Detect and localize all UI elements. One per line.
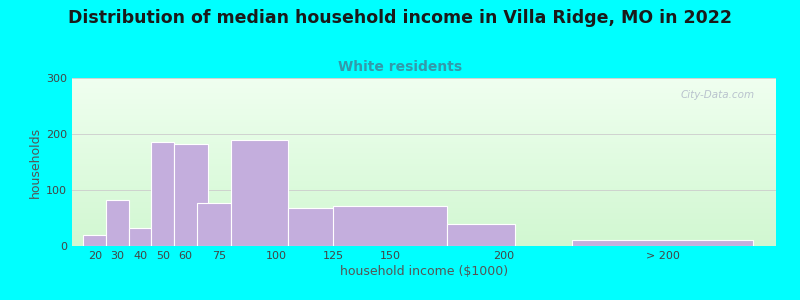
Bar	[151, 142, 174, 246]
Bar	[174, 143, 208, 246]
Bar	[197, 203, 231, 246]
Bar	[129, 228, 151, 246]
Bar	[106, 200, 129, 246]
Bar	[446, 224, 515, 246]
X-axis label: household income ($1000): household income ($1000)	[340, 265, 508, 278]
Text: City-Data.com: City-Data.com	[681, 90, 755, 100]
Text: White residents: White residents	[338, 60, 462, 74]
Bar	[572, 240, 754, 246]
Bar	[333, 206, 446, 246]
Bar	[83, 235, 106, 246]
Text: Distribution of median household income in Villa Ridge, MO in 2022: Distribution of median household income …	[68, 9, 732, 27]
Bar	[288, 208, 345, 246]
Bar	[231, 140, 288, 246]
Y-axis label: households: households	[29, 126, 42, 198]
